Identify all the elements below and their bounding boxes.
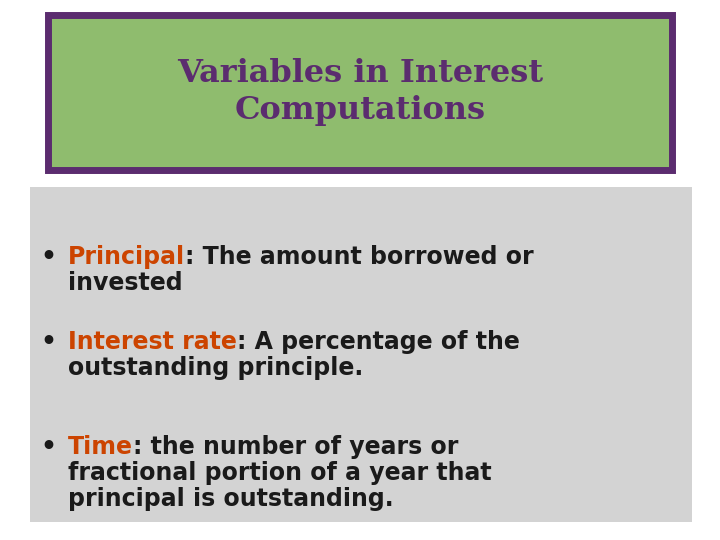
Text: : the number of years or: : the number of years or [133, 435, 459, 459]
Bar [30, 187, 692, 522]
Text: : A percentage of the: : A percentage of the [237, 330, 520, 354]
Text: principal is outstanding.: principal is outstanding. [68, 487, 394, 511]
Text: Principal: Principal [68, 245, 185, 269]
Text: Time: Time [68, 435, 133, 459]
Text: •: • [40, 330, 56, 354]
Text: outstanding principle.: outstanding principle. [68, 356, 364, 380]
Text: invested: invested [68, 271, 183, 295]
Text: fractional portion of a year that: fractional portion of a year that [68, 461, 492, 485]
Text: •: • [40, 245, 56, 269]
Text: •: • [40, 435, 56, 459]
Text: Interest rate: Interest rate [68, 330, 237, 354]
Text: Variables in Interest
Computations: Variables in Interest Computations [177, 58, 543, 126]
Text: : The amount borrowed or: : The amount borrowed or [185, 245, 534, 269]
Bar [48, 15, 672, 170]
